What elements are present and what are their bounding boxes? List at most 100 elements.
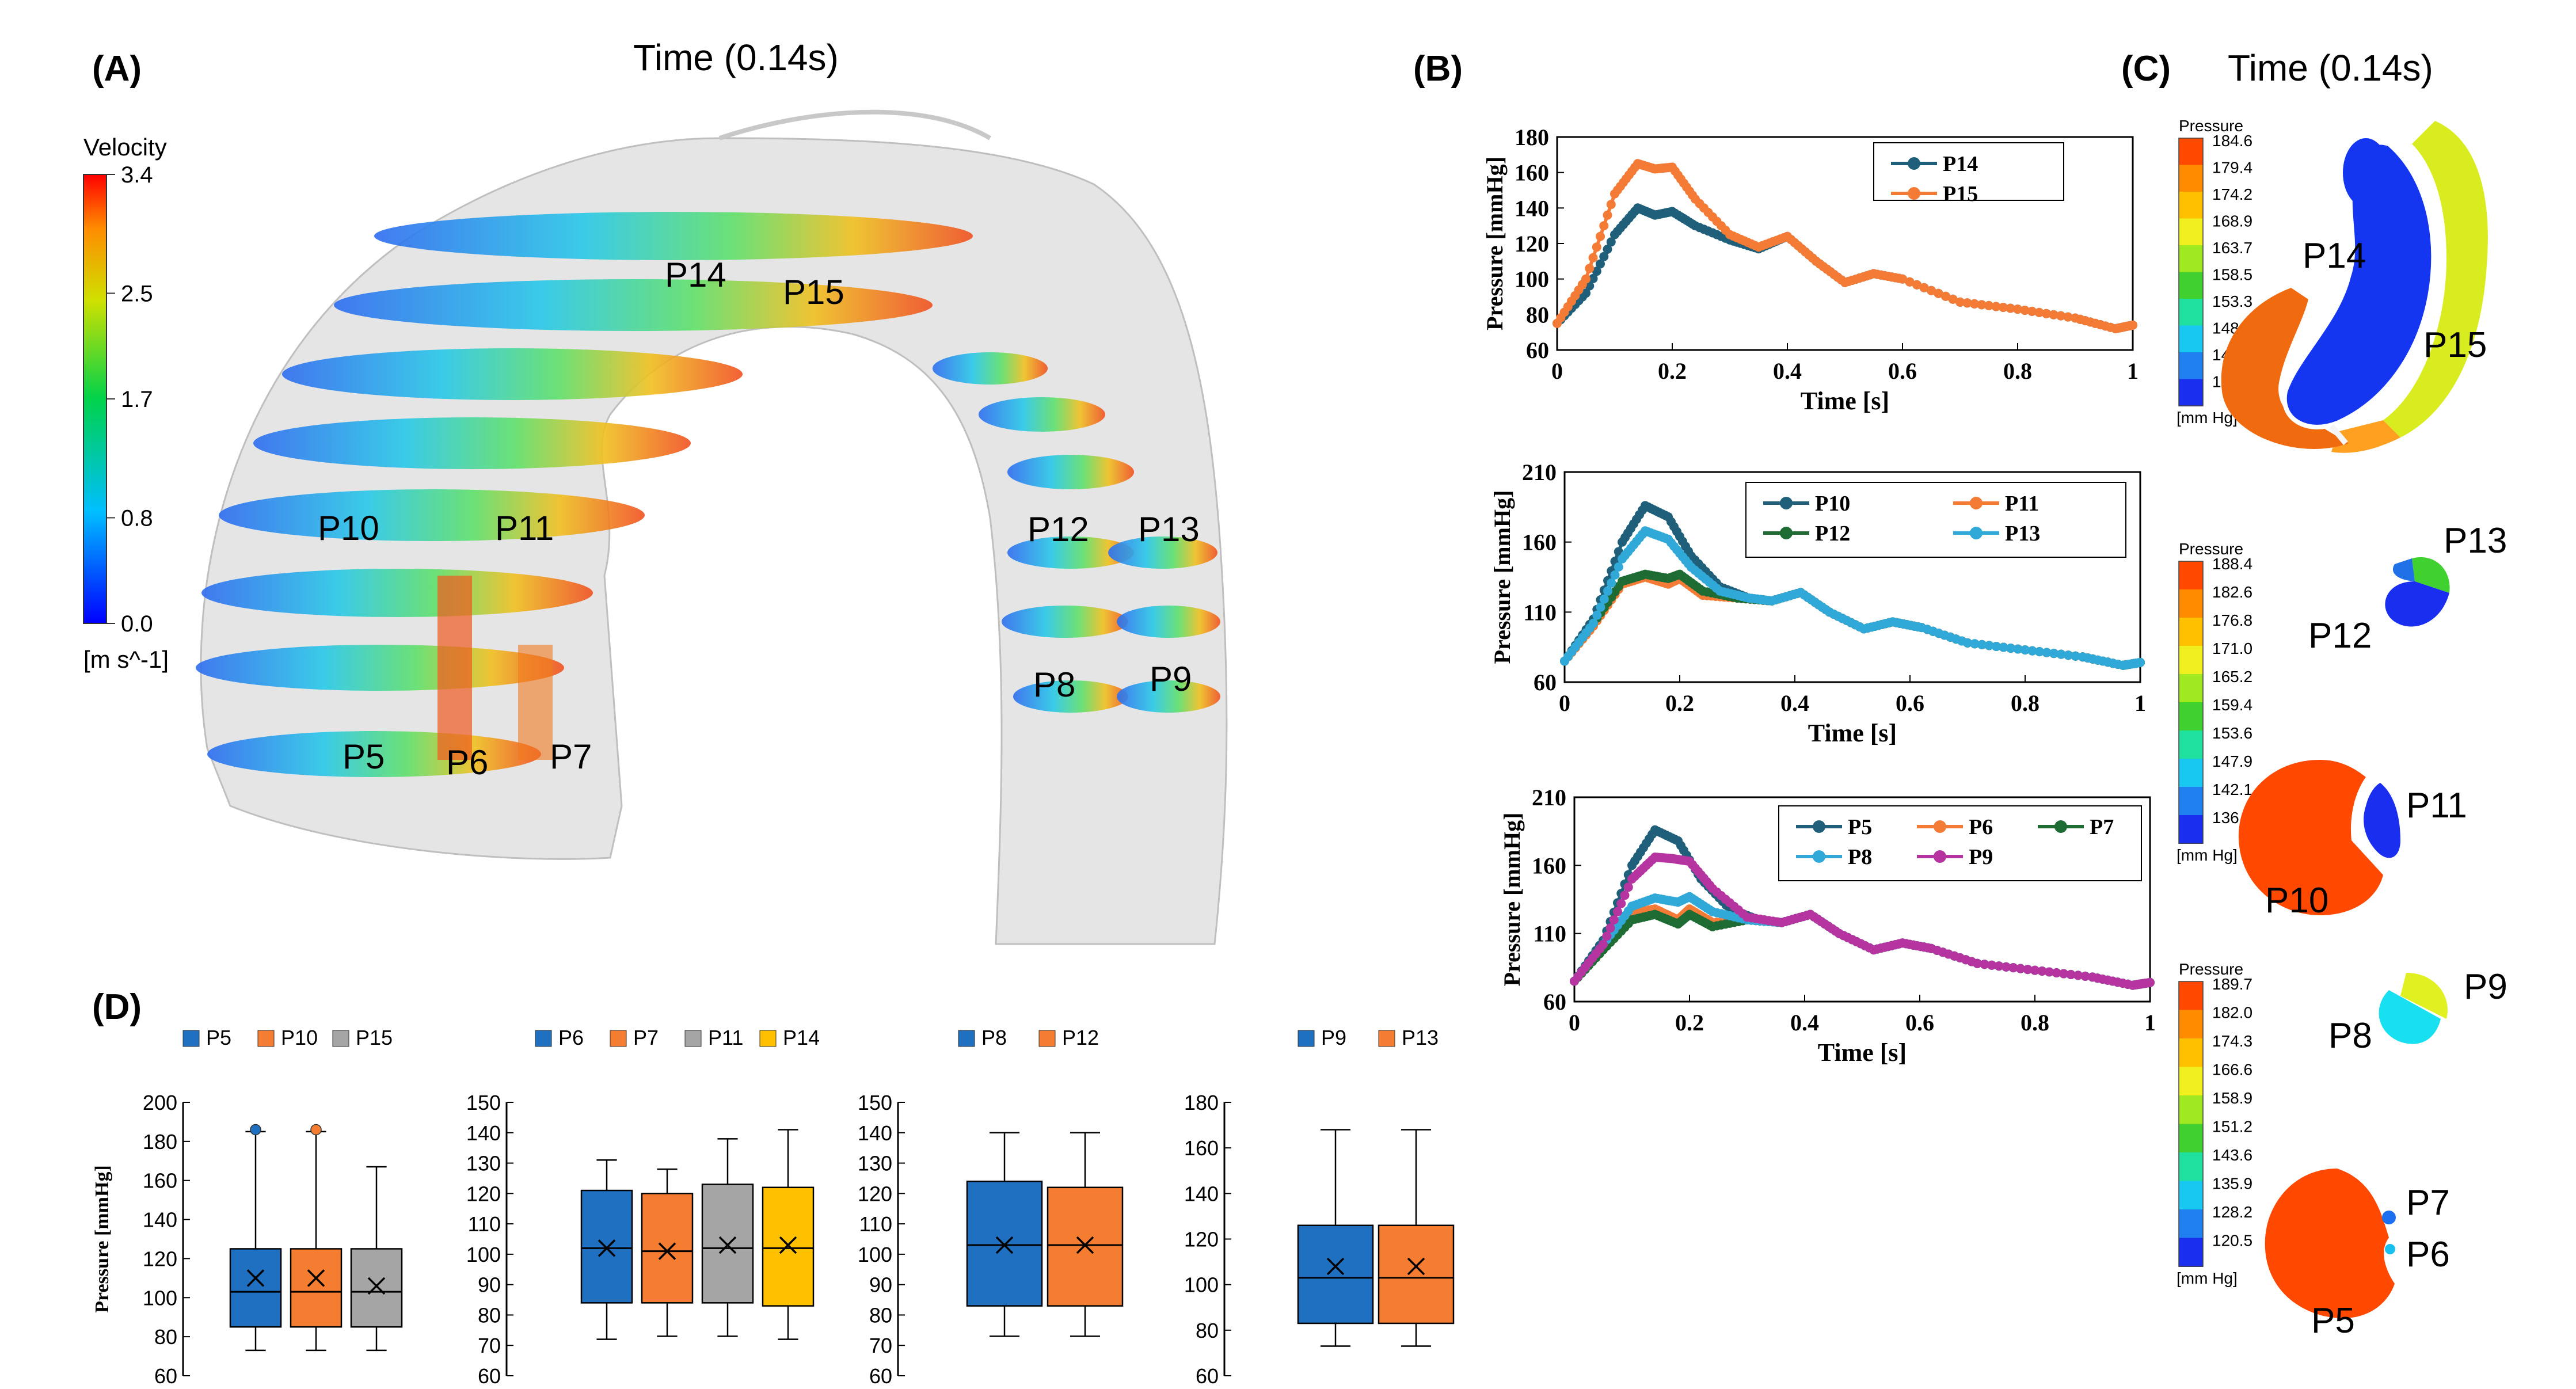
y-tick-label: 200: [143, 1091, 177, 1114]
y-tick-label: 140: [1184, 1182, 1219, 1205]
pressure-scale-tick: 120.5: [2212, 1232, 2252, 1250]
x-tick-label: 0.4: [1790, 1010, 1819, 1036]
data-point-p15: [2006, 303, 2015, 313]
a-label-p8: P8: [1033, 665, 1075, 704]
pressure-scale-band: [2179, 1152, 2203, 1182]
y-tick-label: 60: [1526, 337, 1549, 363]
y-tick-label: 60: [1196, 1364, 1219, 1388]
data-point-p15: [1581, 274, 1591, 284]
velocity-tick-label: 1.7: [121, 387, 153, 412]
pressure-scale-tick: 189.7: [2212, 975, 2252, 993]
y-tick-label: 100: [1515, 267, 1549, 292]
data-point-p15: [1603, 210, 1612, 220]
pressure-scale-band: [2179, 325, 2203, 353]
data-point-p13: [1992, 642, 2001, 651]
c-label-p6: P6: [2406, 1235, 2450, 1274]
mean-marker: [367, 1277, 386, 1295]
pressure-scale-tick: 153.3: [2212, 292, 2252, 310]
y-tick-label: 100: [858, 1243, 892, 1266]
panel-a-time-title: Time (0.14s): [633, 37, 839, 78]
pressure-scale-unit: [mm Hg]: [2177, 846, 2238, 864]
velocity-tick-label: 0.0: [121, 611, 153, 637]
data-point-p9: [1605, 923, 1615, 933]
y-tick-label: 210: [1532, 785, 1566, 810]
x-tick-label: 0.8: [2003, 358, 2032, 384]
x-axis-label: Time [s]: [1801, 387, 1889, 415]
pressure-scale-band: [2179, 218, 2203, 246]
c-label-p11: P11: [2406, 786, 2467, 825]
box-p7: [641, 1193, 694, 1304]
y-tick-label: 110: [1533, 921, 1566, 947]
pressure-scale-band: [2179, 646, 2203, 675]
legend-label-p12: P12: [1815, 522, 1850, 546]
pressure-scale-tick: 188.4: [2212, 555, 2252, 573]
data-point-p9: [1994, 961, 2004, 971]
y-tick-label: 150: [858, 1091, 892, 1114]
pressure-scale-band: [2179, 138, 2203, 166]
y-tick-label: 150: [466, 1091, 501, 1114]
data-point-p15: [2049, 310, 2058, 319]
data-point-p13: [1963, 638, 1972, 648]
box-p12: [1047, 1186, 1124, 1307]
data-point-p13: [2035, 647, 2044, 657]
velocity-slices: [196, 212, 1220, 777]
y-tick-label: 60: [1534, 669, 1557, 695]
y-tick-label: 160: [143, 1169, 177, 1193]
panel-d: (D) 60 80 100 120 140 160 180 200 Pressure [mmHg…: [92, 987, 1455, 1388]
panel-a-point-labels: P14 P15 P10 P11 P12 P13 P8 P9 P5 P6 P7: [318, 256, 1200, 782]
data-point-p9: [2080, 971, 2090, 981]
legend-marker: [1970, 497, 1983, 509]
legend-label-p12: P12: [1062, 1026, 1099, 1049]
pressure-scale-unit: [mm Hg]: [2177, 1269, 2238, 1287]
panel-c-point-labels: P14 P15 P13 P12 P11 P10 P9 P8 P7 P6 P5: [2265, 236, 2507, 1341]
legend-swatch: [684, 1030, 702, 1047]
data-point-p15: [1592, 242, 1601, 252]
c-label-p7: P7: [2406, 1183, 2450, 1223]
data-point-p9: [2002, 962, 2011, 972]
section-p14-p15: [2221, 121, 2488, 453]
y-tick-label: 140: [143, 1208, 177, 1232]
pressure-scale-band: [2179, 1095, 2203, 1125]
x-tick-label: 0: [1569, 1010, 1580, 1036]
legend-swatch: [759, 1030, 777, 1047]
x-tick-label: 0.2: [1675, 1010, 1704, 1036]
pressure-scale-tick: 166.6: [2212, 1061, 2252, 1079]
data-point-p15: [1919, 283, 1929, 292]
mean-marker: [598, 1239, 616, 1257]
c-label-p9: P9: [2464, 967, 2507, 1007]
pressure-scale-tick: 174.3: [2212, 1032, 2252, 1050]
data-point-p13: [1592, 610, 1602, 620]
legend-label-p13: P13: [2005, 522, 2040, 546]
data-point-p15: [1898, 274, 1907, 284]
pressure-scale-band: [2179, 787, 2203, 816]
data-point-p15: [2034, 307, 2044, 317]
legend-label-p5: P5: [206, 1026, 231, 1049]
data-point-p13: [2064, 650, 2073, 660]
data-point-p9: [2066, 970, 2076, 979]
box-chart-d1: 60 80 100 120 140 160 180 200 Pressure [mmHg] P5 P…: [92, 1026, 403, 1388]
data-point-p13: [2071, 651, 2080, 661]
outlier-point: [250, 1124, 261, 1136]
data-point-p9: [1613, 907, 1622, 916]
legend-box: [1745, 482, 2126, 558]
pressure-scale-tick: 142.1: [2212, 781, 2252, 798]
data-point-p13: [1589, 618, 1598, 628]
box-p8: [966, 1180, 1043, 1307]
panel-b-label: (B): [1413, 49, 1463, 89]
legend-box: [1778, 805, 2142, 881]
x-tick-label: 0.2: [1665, 690, 1694, 716]
pressure-chart-b2: 60 110 160 210 0 0.2 0.4 0.6 0.8 1 Time [s] Pressur…: [1489, 459, 2146, 747]
legend-label-p11: P11: [708, 1026, 743, 1049]
legend-swatch: [610, 1030, 627, 1047]
legend-swatch: [535, 1030, 552, 1047]
box-p14: [762, 1186, 815, 1307]
panel-a-label: (A): [92, 49, 142, 89]
data-point-p9: [2059, 969, 2068, 979]
pressure-scale-title: Pressure: [2179, 117, 2243, 135]
pressure-scale-band: [2179, 1067, 2203, 1096]
legend-marker: [1780, 497, 1793, 509]
a-label-p5: P5: [343, 737, 385, 776]
box-p5: [229, 1248, 282, 1328]
pressure-scale-frame: [2178, 981, 2204, 1267]
